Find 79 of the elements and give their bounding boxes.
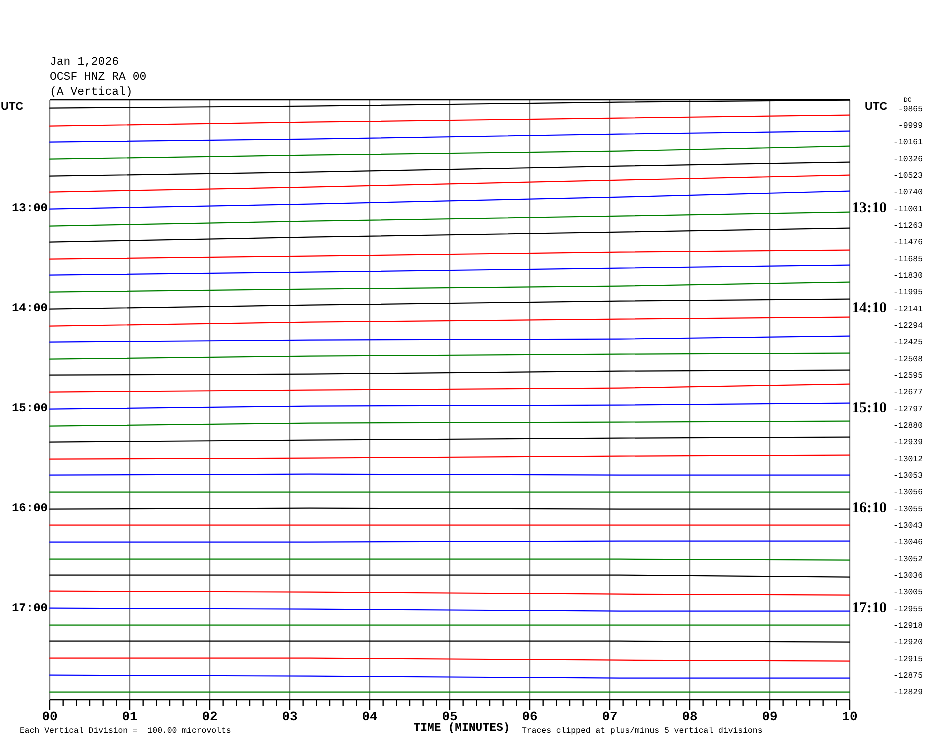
line-series — [49, 384, 851, 393]
line-series — [49, 174, 851, 193]
text: -12829 — [894, 688, 924, 698]
line-series — [49, 130, 851, 143]
text: -12141 — [894, 304, 924, 314]
text: -13036 — [894, 572, 924, 580]
text: -12918 — [894, 622, 924, 630]
line-series — [49, 212, 851, 227]
text: -12677 — [894, 388, 924, 398]
y-tick-label: 13:00 — [12, 201, 48, 216]
text: -10523 — [894, 172, 924, 180]
y2-tick-label: 13:10 — [852, 200, 887, 216]
line-series — [49, 114, 851, 127]
x-tick-label: 08 — [682, 710, 698, 724]
text: -12294 — [894, 322, 924, 330]
chart-subtitle: OCSF HNZ RA 00 (A Vertical) — [50, 71, 147, 99]
text: -12955 — [894, 604, 924, 614]
y2-tick-label: 16:10 — [852, 500, 887, 516]
text: -12875 — [894, 672, 924, 680]
line-series — [49, 282, 851, 293]
text: Each Vertical Division = 100.00 microvolts — [20, 727, 232, 736]
text: -12508 — [894, 354, 924, 364]
line-series — [49, 298, 851, 310]
text: -13052 — [894, 554, 924, 564]
x-tick-label: 09 — [762, 710, 778, 724]
text: -13056 — [894, 488, 924, 498]
text: -13043 — [894, 522, 924, 530]
line-series — [49, 336, 851, 343]
chart-title: Jan 1,2026 — [50, 56, 120, 69]
text: -12915 — [894, 654, 924, 664]
text: -13053 — [894, 472, 924, 480]
text: -11001 — [894, 204, 924, 214]
y-tick-label: 14:00 — [12, 301, 48, 316]
text: Traces clipped at plus/minus 5 vertical divisions — [522, 727, 763, 736]
line-series — [49, 228, 851, 243]
y-tick-label: 15:00 — [12, 401, 48, 416]
x-axis-title: TIME (MINUTES) — [414, 722, 510, 734]
y-axis-title: UTC — [1, 101, 24, 113]
text: -12880 — [894, 422, 924, 430]
line-series — [49, 250, 851, 260]
text: -11685 — [894, 254, 924, 264]
x-tick-label: 04 — [362, 710, 378, 724]
x-tick-label: 06 — [522, 710, 538, 724]
line-series — [49, 162, 851, 177]
line-series — [49, 146, 851, 160]
text: -11476 — [894, 238, 924, 248]
text: -12939 — [894, 438, 924, 448]
text: -13055 — [894, 504, 924, 514]
x-tick-label: 01 — [122, 710, 138, 724]
text: -12595 — [894, 372, 924, 380]
line-series — [49, 190, 851, 210]
text: -11995 — [894, 288, 924, 298]
text: -12920 — [894, 638, 924, 648]
text: -12425 — [894, 338, 924, 348]
y-tick-label: 16:00 — [12, 501, 48, 516]
y2-tick-label: 14:10 — [852, 300, 887, 316]
x-tick-label: 03 — [282, 710, 298, 724]
text: -13012 — [894, 454, 924, 464]
text: -9999 — [898, 122, 924, 130]
x-tick-label: 10 — [842, 710, 858, 724]
x-tick-label: 02 — [202, 710, 218, 724]
line-series — [49, 264, 851, 276]
x-tick-label: 00 — [42, 710, 58, 724]
y-tick-label: 17:00 — [12, 601, 48, 616]
text: -10740 — [894, 188, 924, 198]
text: -11263 — [894, 222, 924, 230]
text: -9865 — [898, 104, 924, 114]
text: -13046 — [894, 538, 924, 548]
y2-axis-title: UTC — [865, 101, 888, 113]
line-series — [49, 316, 851, 327]
text: -12797 — [894, 404, 924, 414]
y2-tick-label: 15:10 — [852, 400, 887, 416]
x-tick-label: 07 — [602, 710, 618, 724]
y2-tick-label: 17:10 — [852, 600, 887, 616]
text: -10161 — [894, 138, 924, 148]
text: -11830 — [894, 272, 924, 280]
line-series — [49, 352, 851, 360]
text: -10326 — [894, 154, 924, 164]
text: -13005 — [894, 588, 924, 598]
